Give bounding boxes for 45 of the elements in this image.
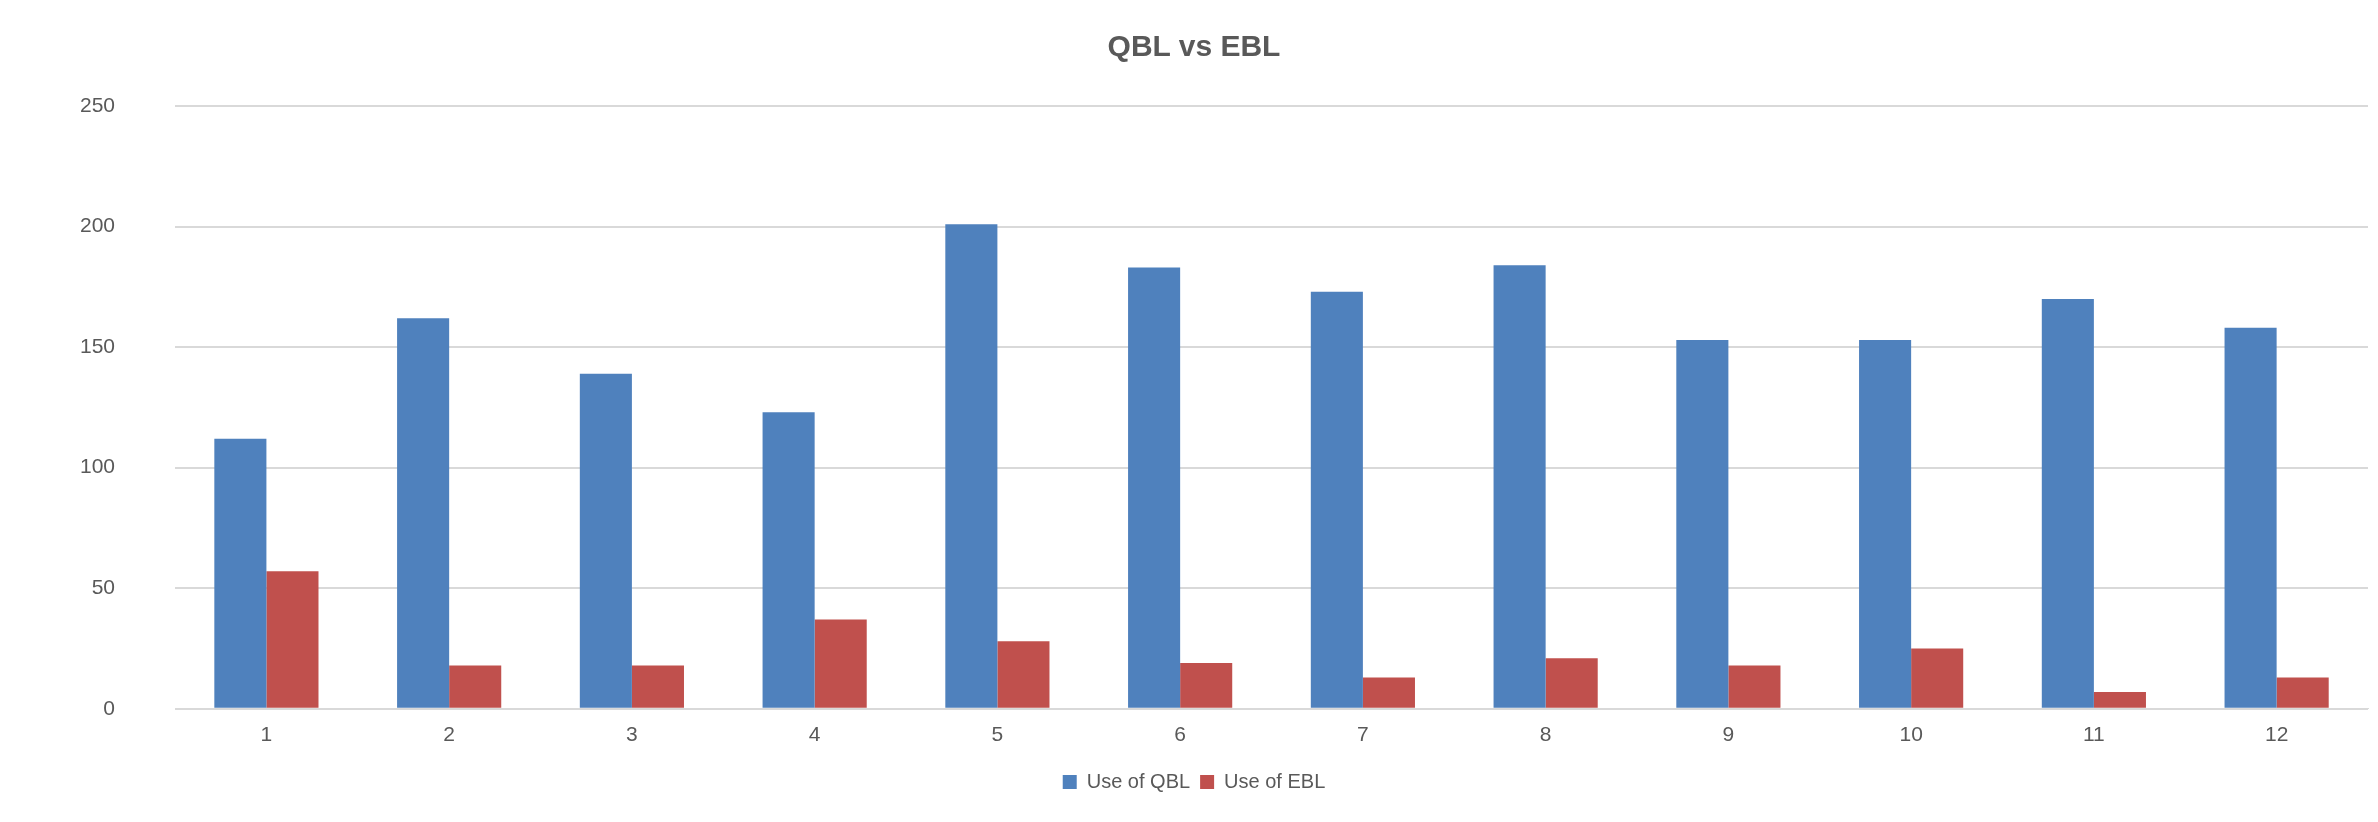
x-tick-label: 6 <box>1174 722 1186 746</box>
bar <box>1676 339 1729 708</box>
y-tick-label: 150 <box>79 333 116 357</box>
bar <box>2276 677 2329 708</box>
x-tick-label: 4 <box>808 722 821 746</box>
y-tick-label: 100 <box>79 454 116 478</box>
bar <box>2093 691 2146 708</box>
x-tick-label: 2 <box>443 722 455 746</box>
x-tick-label: 9 <box>1722 722 1735 746</box>
x-tick-label: 11 <box>2082 722 2105 746</box>
bar <box>1180 662 1233 708</box>
bar <box>1128 267 1181 708</box>
bar <box>945 224 998 708</box>
x-tick-label: 5 <box>991 722 1004 746</box>
y-tick-label: 250 <box>79 92 116 116</box>
bar <box>2041 298 2094 708</box>
bar <box>1728 665 1781 708</box>
x-tick-label: 12 <box>2264 722 2289 746</box>
bar <box>631 665 684 708</box>
bar <box>762 412 815 708</box>
y-tick-label: 200 <box>79 213 116 237</box>
x-tick-label: 1 <box>260 722 273 746</box>
x-tick-label: 3 <box>626 722 638 746</box>
bar <box>814 619 867 708</box>
x-tick-label: 10 <box>1899 722 1923 746</box>
x-tick-label: 8 <box>1539 722 1552 746</box>
bar <box>266 571 319 708</box>
bar <box>1859 339 1912 708</box>
bar <box>997 641 1050 708</box>
y-tick-label: 50 <box>91 575 116 599</box>
y-tick-label: 0 <box>103 695 116 719</box>
bar <box>397 318 450 708</box>
x-tick-label: 7 <box>1357 722 1369 746</box>
bar <box>2224 327 2277 708</box>
bar <box>1362 677 1415 708</box>
bar <box>1911 648 1964 708</box>
legend-label: Use of QBL <box>1086 769 1191 792</box>
bar <box>449 665 502 708</box>
bar <box>1310 291 1363 708</box>
bar <box>579 373 632 708</box>
bar <box>1545 658 1598 708</box>
chart-title: QBL vs EBL <box>1107 29 1281 63</box>
bar <box>214 438 267 708</box>
bar <box>1493 265 1546 708</box>
legend-label: Use of EBL <box>1224 769 1326 792</box>
